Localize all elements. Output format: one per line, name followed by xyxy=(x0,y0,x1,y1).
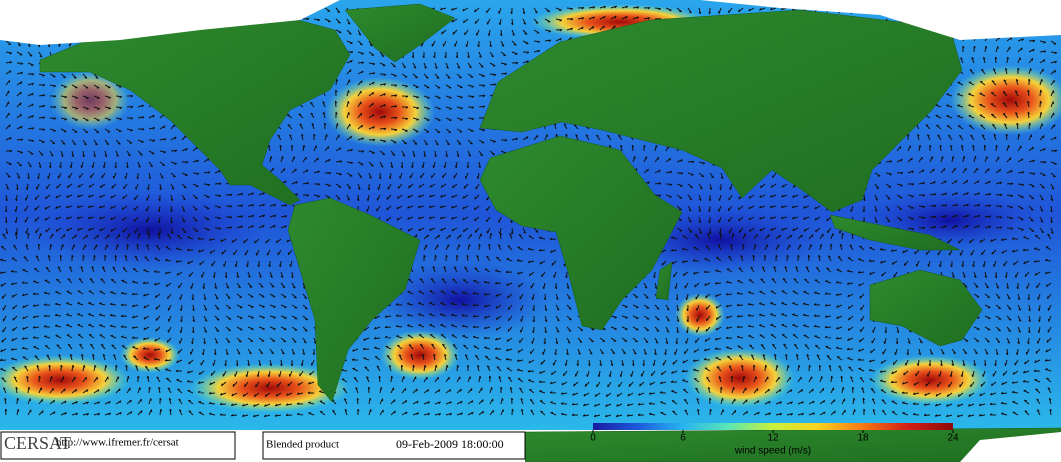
colorbar-tick-label: 6 xyxy=(680,433,686,444)
product: Blended product xyxy=(266,439,339,451)
africa xyxy=(479,135,683,331)
colorbar-tick-label: 24 xyxy=(947,433,959,444)
madagascar xyxy=(655,261,673,301)
australia xyxy=(869,269,983,347)
greenland xyxy=(344,3,456,63)
timestamp: 09-Feb-2009 18:00:00 xyxy=(396,437,504,451)
indonesia xyxy=(829,214,961,251)
south-america xyxy=(287,197,421,403)
storms xyxy=(0,4,1061,413)
continents xyxy=(39,3,1061,462)
north-america xyxy=(39,14,351,206)
logo: CERSAT xyxy=(4,433,71,453)
colorbar-tick-label: 12 xyxy=(767,433,779,444)
colorbar xyxy=(593,423,953,430)
colorbar-tick-label: 18 xyxy=(857,433,869,444)
product-box xyxy=(262,431,526,460)
colorbar-label: wind speed (m/s) xyxy=(734,446,811,457)
logo-box xyxy=(0,431,236,460)
colorbar-tick-label: 0 xyxy=(590,433,596,444)
url: http://www.ifremer.fr/cersat xyxy=(56,437,179,449)
eurasia xyxy=(479,9,963,213)
